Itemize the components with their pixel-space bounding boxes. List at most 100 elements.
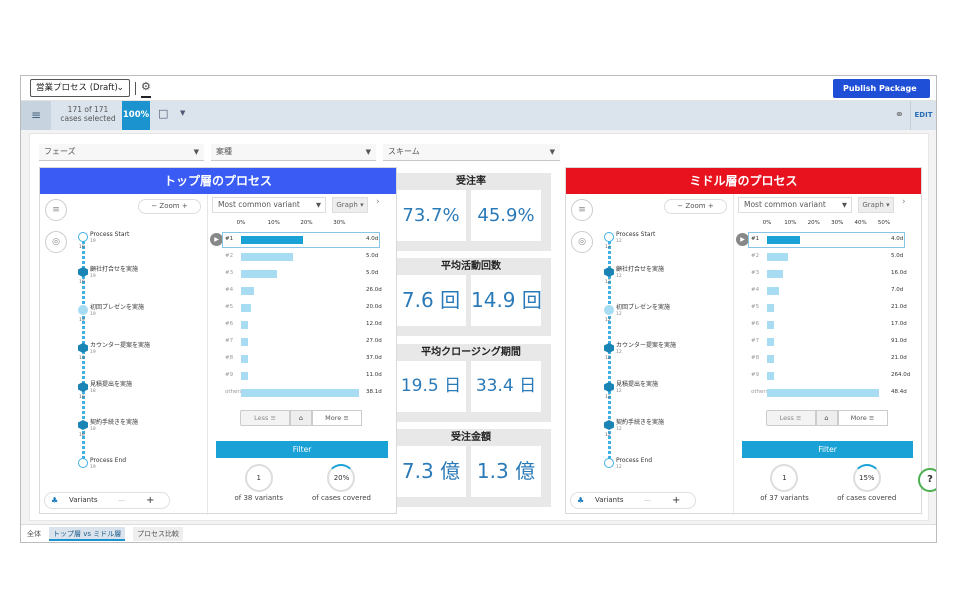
variant-bar[interactable] (767, 236, 800, 244)
zoom-control[interactable]: − Zoom + (664, 199, 727, 214)
activity-node[interactable] (604, 458, 614, 468)
activity-toggle-icon[interactable]: ≡ (571, 199, 593, 221)
activity-node[interactable] (78, 305, 88, 315)
variant-row[interactable]: others 48.4d (734, 385, 921, 401)
tab-top-vs-middle[interactable]: トップ層 vs ミドル層 (49, 527, 126, 541)
variant-bar[interactable] (241, 389, 359, 397)
variants-minus-button[interactable]: — (644, 496, 651, 504)
variant-rank: #1 (751, 236, 760, 242)
variants-plus-button[interactable]: + (672, 495, 681, 506)
play-icon[interactable]: ▶ (736, 233, 749, 246)
variant-row[interactable]: ▶ #1 4.0d (208, 232, 396, 248)
filter-phase[interactable]: フェーズ ▼ (39, 144, 204, 161)
less-button[interactable]: Less ≡ (765, 410, 816, 426)
package-selector[interactable]: 営業プロセス (Draft) ⌄ (30, 79, 130, 97)
activity-toggle-icon[interactable]: ≡ (45, 199, 67, 221)
activity-node[interactable] (78, 267, 88, 277)
variant-row[interactable]: #8 37.0d (208, 351, 396, 367)
share-icon[interactable]: ⚭ (894, 108, 904, 121)
variant-bar[interactable] (767, 338, 775, 346)
more-button[interactable]: More ≡ (312, 410, 362, 426)
zoom-out-icon[interactable]: − (151, 202, 158, 210)
variant-bar[interactable] (767, 287, 779, 295)
variant-row[interactable]: others 38.1d (208, 385, 396, 401)
chevron-right-icon[interactable]: › (902, 197, 906, 207)
variant-dropdown[interactable]: Most common variant ▼ (738, 197, 852, 213)
activity-node[interactable] (604, 267, 614, 277)
variant-row[interactable]: #9 264.0d (734, 368, 921, 384)
variant-bar[interactable] (241, 253, 294, 261)
activity-node[interactable] (604, 343, 614, 353)
play-icon[interactable]: ▶ (210, 233, 223, 246)
variant-row[interactable]: ▶ #1 4.0d (734, 232, 921, 248)
graph-button[interactable]: Graph ▾ (332, 197, 368, 213)
zoom-in-icon[interactable]: + (707, 202, 714, 210)
variants-plus-button[interactable]: + (146, 495, 155, 506)
zoom-out-icon[interactable]: − (677, 202, 684, 210)
activity-node[interactable] (604, 420, 614, 430)
variant-bar[interactable] (241, 287, 255, 295)
variant-bar[interactable] (241, 270, 278, 278)
activity-node[interactable] (78, 343, 88, 353)
activity-node[interactable] (78, 420, 88, 430)
tab-overall[interactable]: 全体 (27, 530, 41, 538)
variant-row[interactable]: #3 5.0d (208, 266, 396, 282)
help-icon[interactable]: ? (918, 468, 936, 492)
activity-node[interactable] (78, 458, 88, 468)
variant-bar[interactable] (767, 253, 789, 261)
variant-row[interactable]: #9 11.0d (208, 368, 396, 384)
variant-row[interactable]: #4 26.0d (208, 283, 396, 299)
gear-icon[interactable]: ⚙ (141, 80, 151, 98)
variant-bar[interactable] (767, 389, 880, 397)
filter-button[interactable]: Filter (742, 441, 913, 458)
edit-button[interactable]: EDIT (910, 101, 936, 130)
variant-bar[interactable] (241, 321, 248, 329)
variant-row[interactable]: #6 12.0d (208, 317, 396, 333)
variant-bar[interactable] (767, 321, 775, 329)
chevron-right-icon[interactable]: › (376, 197, 380, 207)
variant-bar[interactable] (241, 372, 248, 380)
less-button[interactable]: Less ≡ (240, 410, 290, 426)
zoom-control[interactable]: − Zoom + (138, 199, 201, 214)
variant-row[interactable]: #4 7.0d (734, 283, 921, 299)
variant-bar[interactable] (241, 304, 251, 312)
activity-node[interactable] (78, 382, 88, 392)
variant-bar[interactable] (767, 270, 784, 278)
variant-bar[interactable] (767, 304, 775, 312)
variant-row[interactable]: #2 5.0d (208, 249, 396, 265)
filter-category[interactable]: 案種 ▼ (211, 144, 376, 161)
home-icon[interactable]: ⌂ (815, 410, 838, 426)
activity-node[interactable] (604, 232, 614, 242)
variant-row[interactable]: #2 5.0d (734, 249, 921, 265)
filter-button[interactable]: Filter (216, 441, 388, 458)
variant-row[interactable]: #7 27.0d (208, 334, 396, 350)
variant-bar[interactable] (241, 236, 304, 244)
home-icon[interactable]: ⌂ (290, 410, 312, 426)
filter-scheme[interactable]: スキーム ▼ (383, 144, 560, 161)
variant-bar[interactable] (767, 355, 775, 363)
variant-bar[interactable] (241, 338, 248, 346)
variant-row[interactable]: #5 20.0d (208, 300, 396, 316)
more-button[interactable]: More ≡ (837, 410, 888, 426)
menu-icon[interactable]: ≡ (21, 101, 51, 130)
zoom-in-icon[interactable]: + (181, 202, 188, 210)
publish-package-button[interactable]: Publish Package2 (833, 79, 930, 113)
chevron-down-icon[interactable]: ▼ (180, 109, 186, 117)
variant-dropdown[interactable]: Most common variant ▼ (212, 197, 326, 213)
variant-row[interactable]: #3 16.0d (734, 266, 921, 282)
activity-node[interactable] (604, 305, 614, 315)
graph-button[interactable]: Graph ▾ (858, 197, 894, 213)
variant-row[interactable]: #5 21.0d (734, 300, 921, 316)
hide-icon[interactable]: ◎ (571, 231, 593, 253)
hide-icon[interactable]: ◎ (45, 231, 67, 253)
activity-node[interactable] (604, 382, 614, 392)
variants-minus-button[interactable]: — (118, 496, 125, 504)
variant-bar[interactable] (767, 372, 775, 380)
tab-process-comparison[interactable]: プロセス比較 (133, 527, 183, 541)
activity-node[interactable] (78, 232, 88, 242)
variant-row[interactable]: #8 21.0d (734, 351, 921, 367)
variant-bar[interactable] (241, 355, 248, 363)
variant-row[interactable]: #7 91.0d (734, 334, 921, 350)
selection-tool-icon[interactable]: □ (158, 107, 169, 120)
variant-row[interactable]: #6 17.0d (734, 317, 921, 333)
